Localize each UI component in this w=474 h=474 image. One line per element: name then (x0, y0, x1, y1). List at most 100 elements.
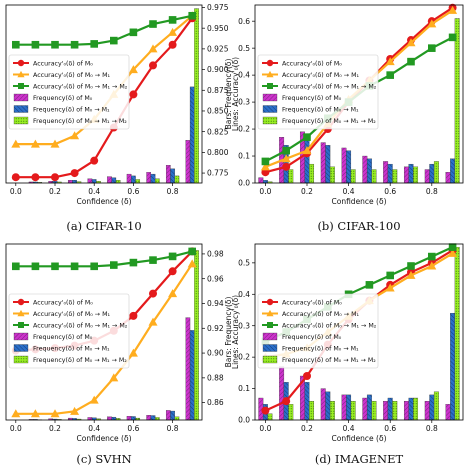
point-s1-2 (50, 139, 60, 148)
bar-s0-8 (165, 410, 171, 421)
bar-s1-9 (189, 330, 195, 421)
point-s1-9 (448, 248, 458, 257)
bar-s2-3 (329, 166, 335, 184)
point-s0-2 (303, 372, 311, 380)
point-s2-2 (51, 40, 59, 49)
point-s2-0 (261, 157, 270, 166)
bar-s1-8 (170, 168, 175, 184)
legend-entry: Frequency(δ) of M₀ (282, 334, 342, 341)
plot-frame (5, 4, 203, 184)
point-s2-0 (12, 40, 20, 49)
bar-s1-9 (189, 86, 195, 184)
x-axis-label: Confidence (δ) (332, 434, 387, 443)
x-axis-label: Confidence (δ) (77, 197, 132, 206)
x-tick-label: 0.8 (167, 424, 179, 433)
y-right-tick-label: 0.92 (207, 324, 224, 333)
legend-marker (267, 83, 273, 89)
y-right-tick-label: 0.900 (207, 65, 229, 74)
x-tick-label: 0.6 (127, 187, 139, 196)
bar-s0-9 (445, 172, 451, 184)
legend-entry: Frequency(δ) of M₀ (33, 95, 93, 102)
x-tick-label: 0.0 (259, 187, 271, 196)
legend-bar-swatch (13, 344, 29, 352)
bar-s2-7 (155, 178, 160, 184)
bar-s1-7 (150, 173, 156, 184)
bar-s0-9 (445, 404, 451, 421)
point-s2-4 (90, 262, 98, 271)
legend-bar-swatch (13, 355, 29, 364)
bar-s0-7 (403, 166, 409, 184)
point-s0-1 (282, 162, 291, 171)
bar-s2-6 (392, 400, 398, 421)
point-s2-8 (428, 44, 436, 52)
y-right-tick-label: 0.98 (207, 250, 224, 259)
point-s1-5 (109, 373, 119, 382)
bar-s2-8 (433, 161, 439, 184)
legend-entry: Accuracy'₀(δ) of M₀ → M₁ → M₂ (33, 322, 128, 329)
y-left-tick-label: 0.5 (238, 258, 250, 267)
legend-entry: Accuracy'₀(δ) of M₀ → M₁ → M₂ (282, 322, 377, 329)
legend-entry: Accuracy'₀(δ) of M₀ → M₁ → M₂ (282, 83, 377, 90)
legend-entry: Frequency(δ) of M₀ → M₁ → M₂ (282, 118, 376, 125)
bar-s0-5 (107, 416, 112, 421)
y-right-tick-label: 0.825 (207, 127, 229, 136)
y-left-tick-label: 0.2 (238, 125, 250, 134)
panel-caption: (b) CIFAR-100 (317, 219, 400, 233)
legend-entry: Accuracy'₀(δ) of M₀ (282, 60, 342, 67)
bar-s0-4 (87, 178, 93, 184)
legend-entry: Frequency(δ) of M₀ → M₁ (33, 106, 110, 113)
bar-s1-7 (408, 397, 414, 421)
y-right-tick-label: 0.90 (207, 349, 224, 358)
point-s1-3 (70, 131, 80, 140)
legend: Accuracy'₀(δ) of M₀ Accuracy'₀(δ) of M₀ →… (8, 54, 130, 130)
point-s2-2 (51, 262, 59, 271)
point-s1-9 (187, 259, 197, 268)
legend-entry: Frequency(δ) of M₀ → M₁ (282, 106, 359, 113)
legend-marker (266, 70, 274, 78)
point-s1-8 (168, 27, 178, 36)
legend: Accuracy'₀(δ) of M₀ Accuracy'₀(δ) of M₀ →… (8, 293, 130, 369)
bar-s2-6 (135, 179, 141, 184)
point-s0-3 (70, 169, 79, 178)
x-tick-label: 0.8 (426, 424, 438, 433)
x-tick-label: 0.4 (88, 187, 100, 196)
bar-s2-2 (309, 163, 315, 184)
legend-entry: Accuracy'₀(δ) of M₀ → M₁ (282, 72, 360, 79)
bar-s2-9 (454, 18, 460, 184)
bar-s1-4 (346, 394, 352, 421)
y-left-axis-label: Bars: Frequency(δ) (224, 59, 233, 130)
legend-marker (18, 83, 24, 89)
y-right-tick-label: 0.86 (207, 398, 224, 407)
x-tick-label: 0.2 (49, 424, 61, 433)
y-left-tick-label: 0.0 (238, 416, 250, 425)
point-s0-6 (129, 90, 138, 99)
series-line-0 (15, 17, 194, 179)
bar-s1-5 (366, 394, 372, 421)
point-s2-7 (149, 256, 157, 264)
point-s2-8 (168, 16, 177, 24)
legend-bar-swatch (262, 116, 278, 125)
point-s2-7 (407, 57, 415, 66)
bar-s2-5 (371, 169, 377, 184)
point-s0-4 (90, 156, 99, 165)
point-s1-8 (427, 261, 437, 270)
legend-marker (17, 59, 25, 67)
x-tick-label: 0.8 (167, 187, 179, 196)
bar-s2-1 (288, 169, 294, 184)
y-left-tick-label: 0.2 (238, 353, 250, 362)
point-s2-6 (386, 71, 394, 79)
point-s1-6 (385, 283, 395, 292)
bar-s1-4 (346, 150, 352, 184)
bar-s1-6 (387, 163, 393, 184)
point-s1-3 (70, 406, 80, 415)
y-left-tick-label: 0.4 (238, 71, 250, 80)
bar-s0-3 (67, 180, 73, 184)
bar-s0-0 (258, 177, 264, 184)
point-s2-9 (188, 11, 196, 20)
bar-s1-5 (111, 416, 117, 421)
legend-entry: Accuracy'₀(δ) of M₀ → M₁ (33, 311, 111, 318)
bar-s2-0 (267, 413, 273, 421)
y-right-tick-label: 0.800 (207, 148, 229, 157)
bar-s0-3 (320, 142, 326, 184)
panel-c: 0.0 0.2 0.4 0.6 0.8 Confidence (δ) 0.86 0.88 0.9… (5, 243, 240, 466)
